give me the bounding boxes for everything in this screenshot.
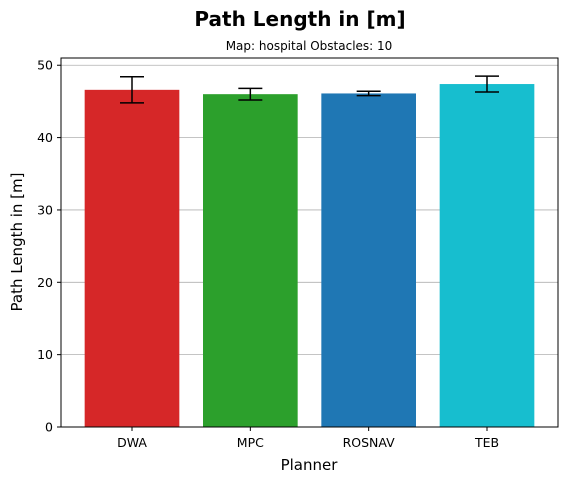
x-axis-label: Planner [281, 456, 339, 474]
y-axis-ticks: 0 10 20 30 40 50 [37, 58, 61, 435]
y-tick-label: 10 [37, 347, 53, 362]
y-tick-label: 0 [45, 420, 53, 435]
error-bars [120, 75, 499, 104]
bar-rosnav [321, 93, 416, 427]
x-tick-label: DWA [117, 435, 147, 450]
bar-mpc [203, 94, 298, 428]
y-tick-label: 50 [37, 58, 53, 73]
y-tick-label: 30 [37, 202, 53, 217]
bar-series [84, 84, 535, 428]
bar-dwa [84, 89, 180, 427]
y-tick-label: 40 [37, 130, 53, 145]
chart-title: Path Length in [m] [194, 7, 405, 31]
x-tick-label: TEB [474, 435, 499, 450]
bar-teb [439, 84, 535, 427]
plot-frame [60, 57, 559, 428]
x-tick-label: ROSNAV [343, 435, 396, 450]
x-tick-label: MPC [237, 435, 264, 450]
y-axis-label: Path Length in [m] [8, 173, 26, 312]
x-axis-ticks: DWA MPC ROSNAV TEB [117, 427, 499, 450]
y-tick-label: 20 [37, 275, 53, 290]
chart-subtitle: Map: hospital Obstacles: 10 [226, 39, 393, 53]
